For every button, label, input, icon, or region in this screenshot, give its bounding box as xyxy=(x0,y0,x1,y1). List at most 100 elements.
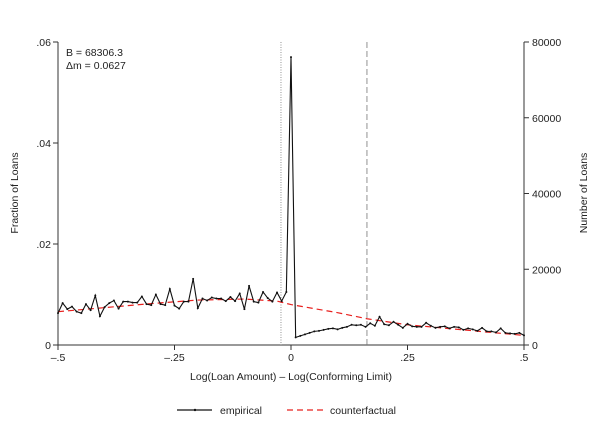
empirical-point xyxy=(448,327,451,330)
empirical-point xyxy=(178,307,181,310)
empirical-point xyxy=(262,290,265,293)
empirical-point xyxy=(406,322,409,325)
empirical-point xyxy=(150,304,153,307)
empirical-point xyxy=(513,332,516,335)
empirical-point xyxy=(201,297,204,300)
empirical-point xyxy=(57,312,59,315)
empirical-point xyxy=(485,330,488,333)
empirical-point xyxy=(126,300,129,303)
x-axis-title: Log(Loan Amount) – Log(Conforming Limit) xyxy=(190,371,392,383)
empirical-point xyxy=(359,323,362,326)
empirical-point xyxy=(462,328,465,331)
empirical-point xyxy=(234,300,237,303)
empirical-point xyxy=(159,303,162,306)
empirical-point xyxy=(248,284,251,287)
empirical-point xyxy=(439,325,442,328)
empirical-point xyxy=(98,315,101,318)
empirical-point xyxy=(75,310,78,313)
empirical-point xyxy=(387,324,390,327)
y-tick-label: .04 xyxy=(36,138,51,150)
empirical-point xyxy=(168,287,171,290)
empirical-point xyxy=(415,325,418,328)
empirical-point xyxy=(373,324,376,327)
annotation-delta-m: Δm = 0.0627 xyxy=(66,60,126,72)
empirical-point xyxy=(397,323,400,326)
empirical-point xyxy=(192,277,195,280)
y-axis-title: Fraction of Loans xyxy=(9,152,21,233)
empirical-point xyxy=(467,327,470,330)
empirical-point xyxy=(196,307,199,310)
empirical-point xyxy=(220,297,223,300)
empirical-point xyxy=(215,297,218,300)
empirical-point xyxy=(103,306,106,309)
empirical-point xyxy=(378,315,381,318)
x-tick-label: .5 xyxy=(520,352,529,364)
empirical-point xyxy=(523,334,525,337)
empirical-point xyxy=(331,327,334,330)
empirical-point xyxy=(280,300,283,303)
y-tick-label: 0 xyxy=(45,340,51,352)
empirical-point xyxy=(299,334,302,337)
empirical-point xyxy=(471,328,474,331)
empirical-point xyxy=(364,325,367,328)
empirical-point xyxy=(355,324,358,327)
empirical-point xyxy=(336,328,339,331)
empirical-point xyxy=(518,331,521,334)
empirical-point xyxy=(210,296,213,299)
empirical-point xyxy=(509,332,512,335)
empirical-point xyxy=(290,56,292,59)
x-tick-label: 0 xyxy=(288,352,294,364)
empirical-point xyxy=(136,301,139,304)
empirical-point xyxy=(369,322,372,325)
empirical-point xyxy=(80,312,83,315)
y-right-tick-label: 80000 xyxy=(532,37,561,49)
empirical-point xyxy=(243,308,246,311)
x-tick-label: .25 xyxy=(400,352,415,364)
empirical-point xyxy=(504,331,507,334)
empirical-point xyxy=(164,304,167,307)
empirical-line xyxy=(57,57,525,339)
y-axis-right-title: Number of Loans xyxy=(578,153,590,234)
empirical-point xyxy=(350,323,353,326)
empirical-point xyxy=(112,299,115,302)
y-right-tick-label: 60000 xyxy=(532,113,561,125)
empirical-point xyxy=(154,293,157,296)
empirical-point xyxy=(145,303,148,306)
legend-counterfactual-label: counterfactual xyxy=(330,405,396,417)
empirical-point xyxy=(61,302,64,305)
empirical-point xyxy=(425,321,428,324)
empirical-point xyxy=(429,324,432,327)
x-tick-label: –.5 xyxy=(51,352,66,364)
empirical-point xyxy=(476,329,479,332)
empirical-point xyxy=(434,326,437,329)
legend-empirical-label: empirical xyxy=(220,405,262,417)
empirical-point xyxy=(131,301,134,304)
empirical-point xyxy=(308,331,311,334)
empirical-point xyxy=(84,303,87,306)
y-tick-label: .06 xyxy=(36,37,51,49)
empirical-point xyxy=(140,295,143,298)
empirical-point xyxy=(303,333,306,336)
empirical-point xyxy=(266,297,269,300)
y-right-tick-label: 20000 xyxy=(532,264,561,276)
empirical-point xyxy=(322,328,325,331)
empirical-point xyxy=(252,300,255,303)
empirical-point xyxy=(271,300,274,303)
empirical-point xyxy=(89,309,92,312)
empirical-point xyxy=(229,296,232,299)
empirical-point xyxy=(313,330,316,333)
empirical-point xyxy=(70,305,73,308)
annotation-b: B = 68306.3 xyxy=(66,47,123,59)
counterfactual-line xyxy=(57,298,525,337)
empirical-point xyxy=(94,294,97,297)
empirical-point xyxy=(411,325,414,328)
empirical-point xyxy=(108,302,111,305)
empirical-point xyxy=(285,290,288,293)
empirical-point xyxy=(257,301,260,304)
empirical-point xyxy=(294,336,297,339)
empirical-point xyxy=(341,326,344,329)
empirical-point xyxy=(457,326,460,329)
empirical-point xyxy=(495,331,498,334)
empirical-point xyxy=(238,292,241,295)
empirical-point xyxy=(420,325,423,328)
